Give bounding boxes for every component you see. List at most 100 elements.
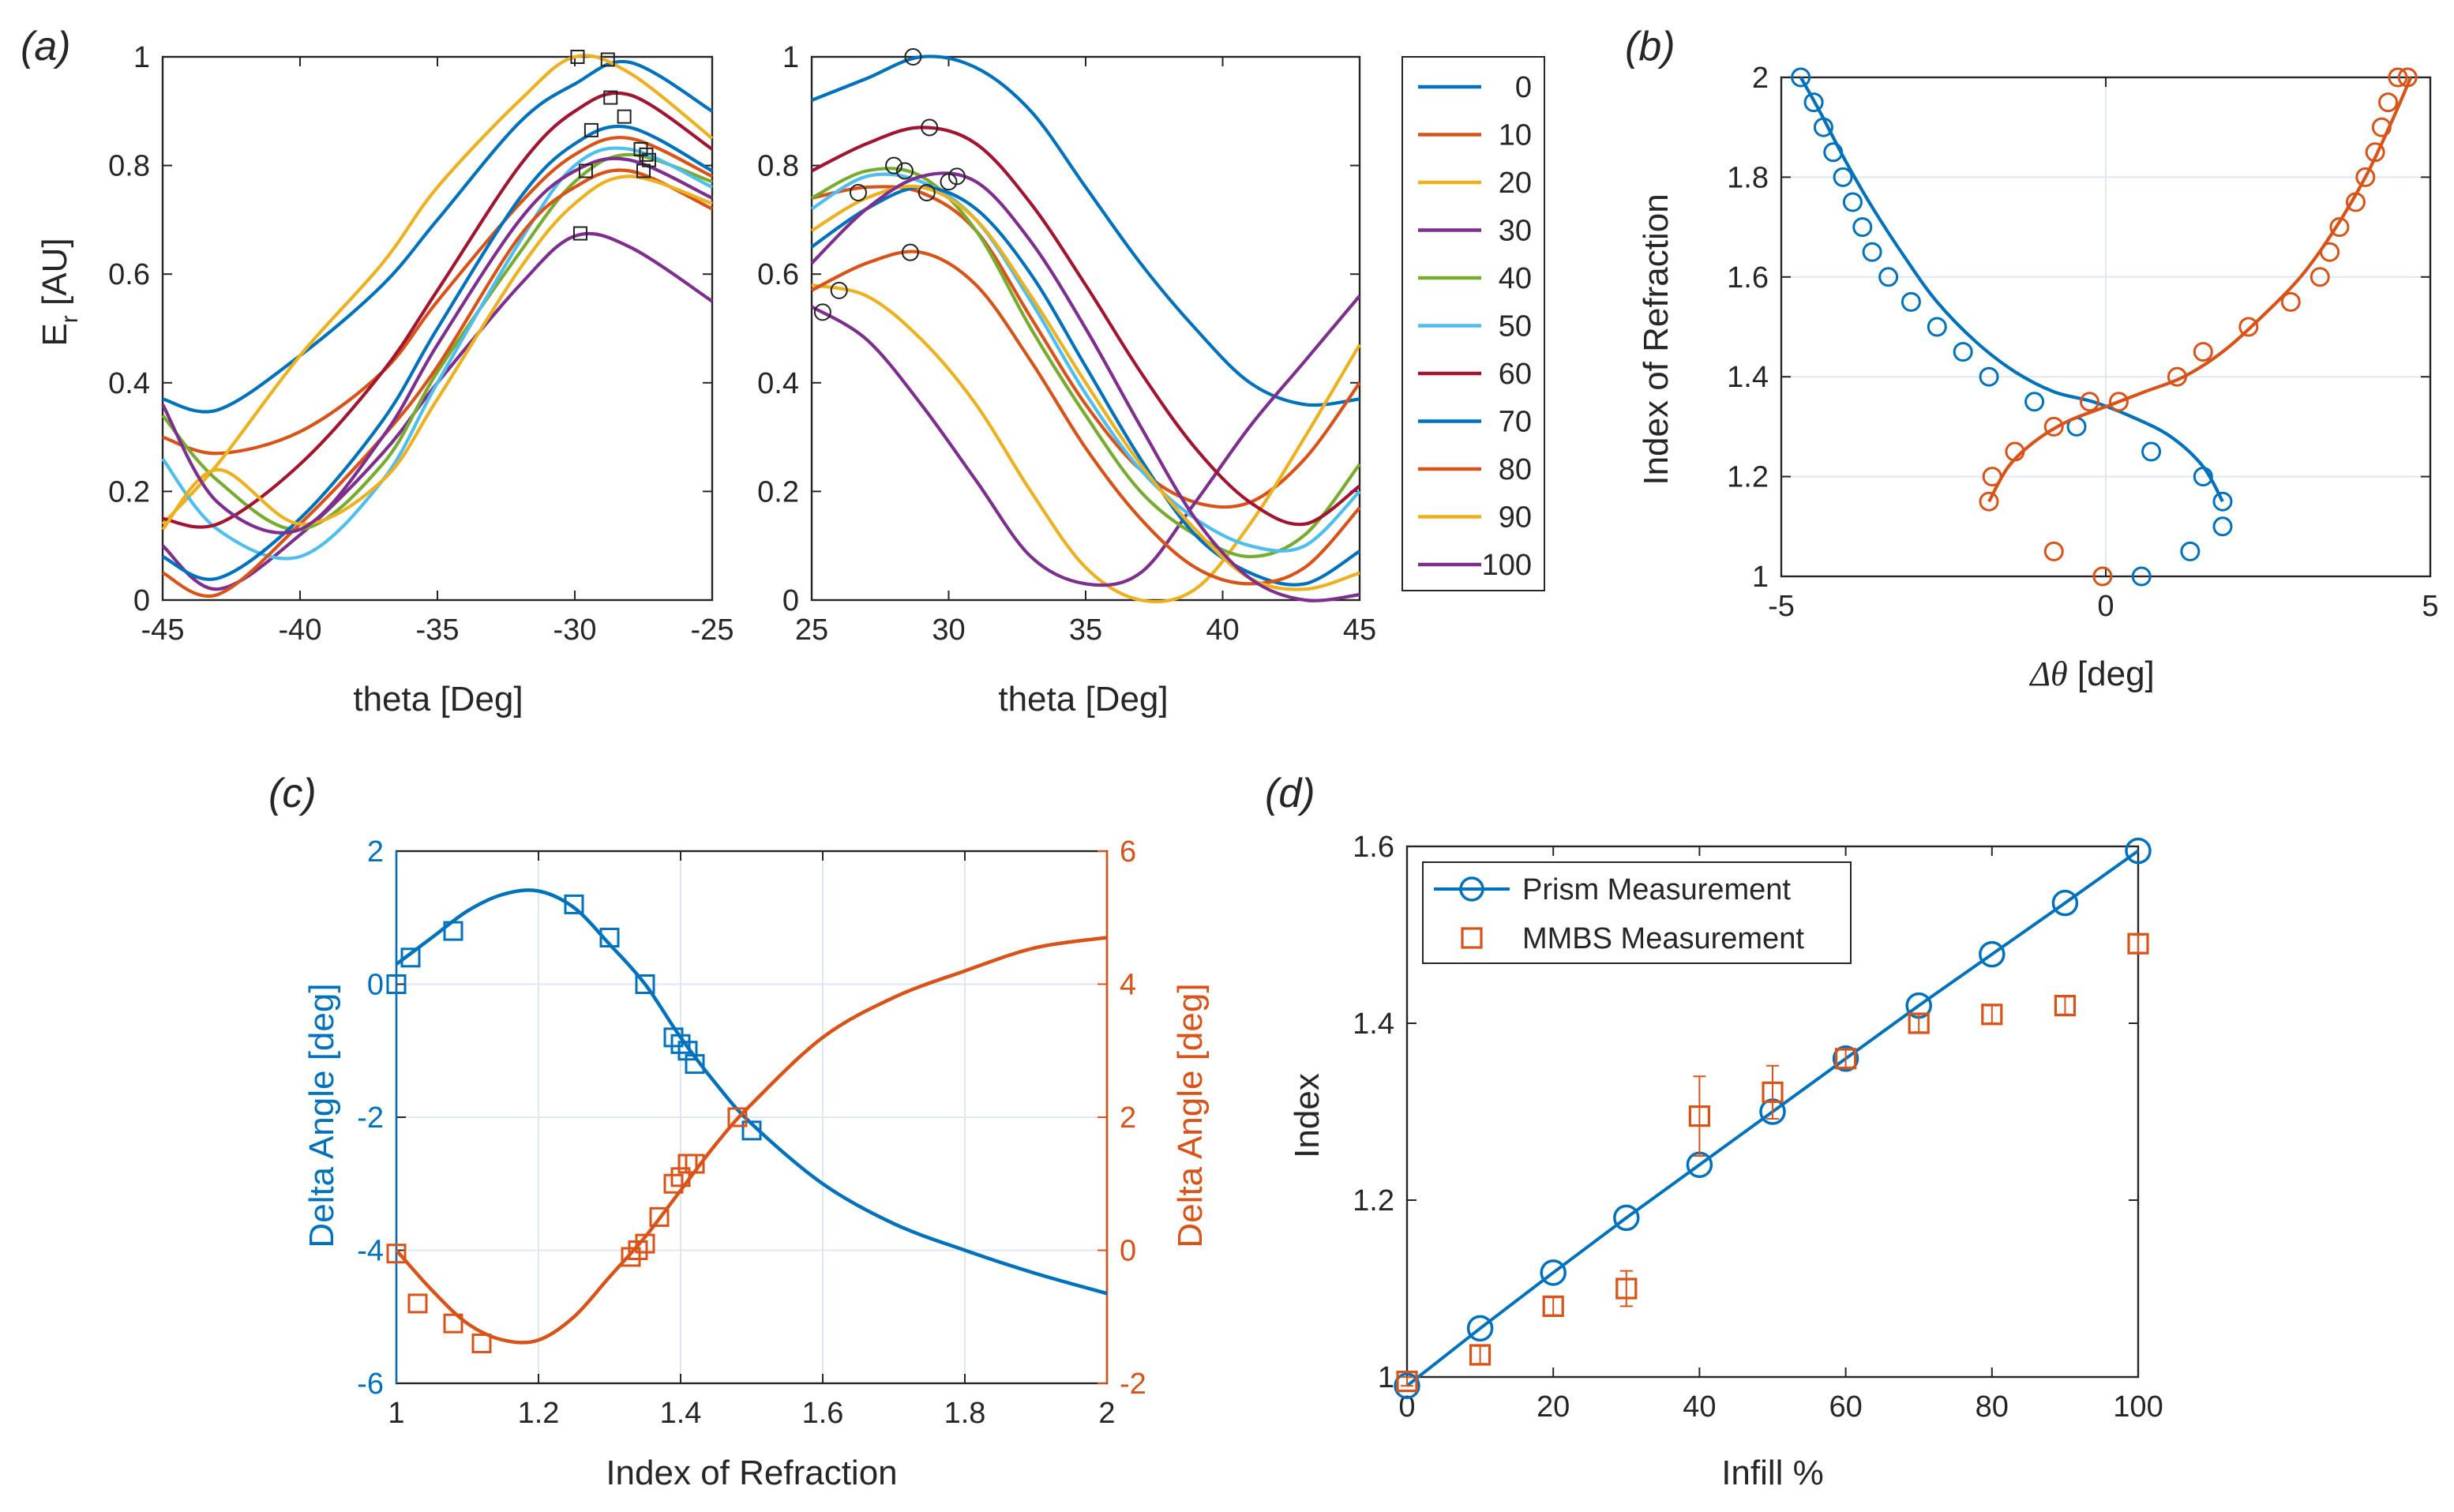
x-tick-label: 0 <box>2097 590 2114 623</box>
peak-marker <box>639 147 654 162</box>
mmbs-point <box>2054 994 2076 1017</box>
series-line-100 <box>161 156 713 535</box>
data-point-orange <box>2043 541 2064 561</box>
peak-marker <box>572 226 587 241</box>
data-point-blue <box>1803 92 1824 113</box>
peak-marker <box>904 48 922 66</box>
y-tick-label: -2 <box>357 1101 384 1135</box>
data-point-left <box>635 974 655 994</box>
series-line-40 <box>811 167 1361 559</box>
peak-marker <box>583 122 598 137</box>
x-tick-label: -5 <box>1768 590 1795 623</box>
y-tick-label: -4 <box>357 1235 384 1268</box>
peak-marker <box>901 243 919 261</box>
data-point-orange <box>2280 291 2301 312</box>
data-point-orange <box>2355 167 2376 187</box>
x-tick-label: -35 <box>416 613 460 647</box>
data-point-blue <box>1862 242 1882 262</box>
data-point-orange <box>2365 142 2385 163</box>
panel-label-a: (a) <box>21 24 71 69</box>
mmbs-point <box>1762 1081 1784 1103</box>
data-point-blue <box>1852 217 1873 238</box>
series-line-30 <box>810 295 1361 587</box>
data-point-blue <box>2180 541 2201 561</box>
y-tick-label: 1 <box>782 41 799 74</box>
data-point-blue <box>2024 392 2045 412</box>
x-tick-label: 40 <box>1206 613 1239 647</box>
axes-box <box>1405 845 2140 1379</box>
data-point-right <box>685 1154 705 1174</box>
y-tick-label: 1 <box>1752 561 1769 594</box>
x-tick-label: 45 <box>1343 613 1376 647</box>
data-point-orange <box>2092 566 2113 587</box>
panel-a-right: theta [Deg] 25 30 35 40 45 0 0.2 0.4 0.6 0.8 1 <box>757 41 1376 718</box>
series-line-50 <box>161 146 713 561</box>
y-tick-label: 1.6 <box>1727 261 1769 295</box>
data-point-left <box>685 1054 705 1075</box>
peak-marker <box>813 303 831 321</box>
data-point-blue <box>2131 566 2152 587</box>
prism-point <box>2051 889 2079 917</box>
data-point-right <box>621 1247 641 1267</box>
data-point-orange <box>2108 392 2129 412</box>
data-point-blue <box>1878 267 1899 287</box>
data-point-blue <box>2141 441 2162 462</box>
x-tick-label: -25 <box>691 613 734 647</box>
y-tick-label: 0.4 <box>757 367 799 400</box>
peak-marker <box>570 50 585 64</box>
y-tick-label: 0.6 <box>108 258 150 291</box>
data-point-right <box>386 1244 407 1264</box>
data-point-left <box>741 1120 762 1141</box>
y-tick-label: 0.6 <box>757 258 799 291</box>
prism-point <box>1613 1204 1640 1232</box>
mmbs-point <box>1469 1344 1492 1366</box>
data-point-orange <box>1982 467 2002 487</box>
data-point-blue <box>1833 167 1853 187</box>
y-tick-label: 1.2 <box>1353 1184 1394 1217</box>
a-left-xlabel: theta [Deg] <box>353 680 523 718</box>
peak-marker <box>603 90 618 105</box>
mmbs-point <box>2127 932 2149 955</box>
legend-a-box <box>1401 56 1545 591</box>
peak-marker <box>617 109 632 124</box>
series-line-100 <box>810 171 1360 602</box>
legend-d: Prism Measurement MMBS Measurement <box>1422 861 1852 964</box>
b-xlabel: Δθ [deg] <box>2028 655 2155 693</box>
series-line-20 <box>161 54 714 526</box>
series-line-20 <box>811 283 1361 604</box>
c-xlabel: Index of Refraction <box>606 1454 897 1492</box>
data-point-left <box>400 947 421 968</box>
y-tick-label: 0 <box>367 969 384 1002</box>
legend-label-50: 50 <box>1499 310 1532 343</box>
y-right-tick-label: -2 <box>1120 1368 1146 1401</box>
prism-point <box>1466 1315 1494 1342</box>
c-ylabel-left: Delta Angle [deg] <box>302 983 341 1247</box>
data-point-orange <box>2238 317 2259 337</box>
y-tick-label: 1 <box>133 41 150 74</box>
data-point-orange <box>2388 67 2408 88</box>
x-tick-label: 1.2 <box>518 1397 560 1430</box>
legend-label-40: 40 <box>1499 262 1532 295</box>
c-ylabel-right: Delta Angle [deg] <box>1171 983 1210 1247</box>
mmbs-point <box>1835 1048 1857 1070</box>
data-point-blue <box>1842 192 1863 212</box>
y-tick-label: 1.2 <box>1727 461 1769 494</box>
data-point-right <box>443 1313 463 1334</box>
y-tick-label: 1.4 <box>1353 1007 1394 1041</box>
y-tick-label: 1 <box>1378 1361 1394 1394</box>
data-point-orange <box>1979 491 1999 512</box>
legend-label-30: 30 <box>1499 215 1532 248</box>
data-point-blue <box>1813 117 1833 137</box>
data-point-right <box>649 1206 670 1227</box>
data-point-blue <box>2212 491 2233 512</box>
series-line-80 <box>811 249 1361 586</box>
data-point-right <box>471 1333 492 1353</box>
series-line-60 <box>811 126 1361 527</box>
x-tick-label: 40 <box>1683 1390 1716 1424</box>
panel-d: (d) Index Infill % 0 20 40 60 80 100 1 1.2 1.4 1.… <box>1265 771 2163 1492</box>
data-point-orange <box>2329 217 2350 238</box>
legend-label-60: 60 <box>1499 358 1532 391</box>
y-tick-label: 1.4 <box>1727 361 1769 394</box>
